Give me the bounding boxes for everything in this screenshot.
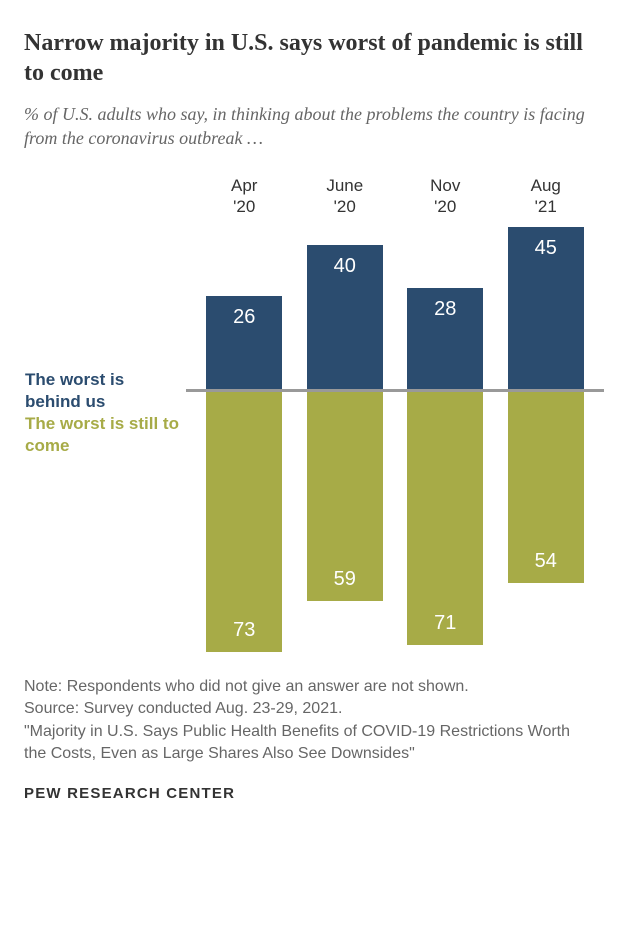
bars-bottom-row: 73 59 71 54 bbox=[194, 389, 596, 652]
bar-col: 26 bbox=[194, 296, 295, 390]
attribution: PEW RESEARCH CENTER bbox=[24, 785, 596, 802]
series-label-behind-us: The worst is behind us bbox=[25, 369, 180, 413]
baseline bbox=[186, 389, 604, 392]
bar-still-to-come: 73 bbox=[206, 389, 282, 652]
x-label: Apr '20 bbox=[194, 175, 295, 218]
bar-value: 59 bbox=[334, 568, 356, 591]
bar-col: 28 bbox=[395, 288, 496, 389]
x-axis-labels: Apr '20June '20Nov '20Aug '21 bbox=[194, 175, 596, 218]
bar-behind-us: 45 bbox=[508, 227, 584, 389]
footnotes: Note: Respondents who did not give an an… bbox=[24, 676, 596, 766]
note-line: "Majority in U.S. Says Public Health Ben… bbox=[24, 721, 596, 766]
bars-plot: 26 40 28 45 73 59 71 54 bbox=[194, 227, 596, 652]
bar-col: 40 bbox=[295, 245, 396, 389]
chart-title: Narrow majority in U.S. says worst of pa… bbox=[24, 28, 596, 88]
x-label: Nov '20 bbox=[395, 175, 496, 218]
bar-value: 40 bbox=[334, 255, 356, 278]
bar-behind-us: 26 bbox=[206, 296, 282, 390]
bar-value: 54 bbox=[535, 550, 557, 573]
series-label-still-to-come: The worst is still to come bbox=[25, 413, 180, 457]
bars-top-row: 26 40 28 45 bbox=[194, 227, 596, 389]
note-line: Source: Survey conducted Aug. 23-29, 202… bbox=[24, 698, 596, 720]
bar-still-to-come: 71 bbox=[407, 389, 483, 645]
bars-container: Apr '20June '20Nov '20Aug '21 26 40 28 45 7… bbox=[194, 175, 596, 652]
chart-area: The worst is behind us The worst is stil… bbox=[24, 175, 596, 652]
bar-value: 71 bbox=[434, 612, 456, 635]
bar-still-to-come: 54 bbox=[508, 389, 584, 583]
x-label: Aug '21 bbox=[496, 175, 597, 218]
note-line: Note: Respondents who did not give an an… bbox=[24, 676, 596, 698]
bar-value: 26 bbox=[233, 306, 255, 329]
bar-col: 71 bbox=[395, 389, 496, 645]
bar-behind-us: 40 bbox=[307, 245, 383, 389]
bar-value: 45 bbox=[535, 237, 557, 260]
bar-col: 59 bbox=[295, 389, 396, 601]
bar-col: 54 bbox=[496, 389, 597, 583]
series-labels-column: The worst is behind us The worst is stil… bbox=[24, 175, 194, 652]
bar-value: 73 bbox=[233, 619, 255, 642]
bar-behind-us: 28 bbox=[407, 288, 483, 389]
x-label: June '20 bbox=[295, 175, 396, 218]
bar-col: 45 bbox=[496, 227, 597, 389]
chart-subtitle: % of U.S. adults who say, in thinking ab… bbox=[24, 102, 596, 151]
bar-still-to-come: 59 bbox=[307, 389, 383, 601]
bar-col: 73 bbox=[194, 389, 295, 652]
bar-value: 28 bbox=[434, 298, 456, 321]
